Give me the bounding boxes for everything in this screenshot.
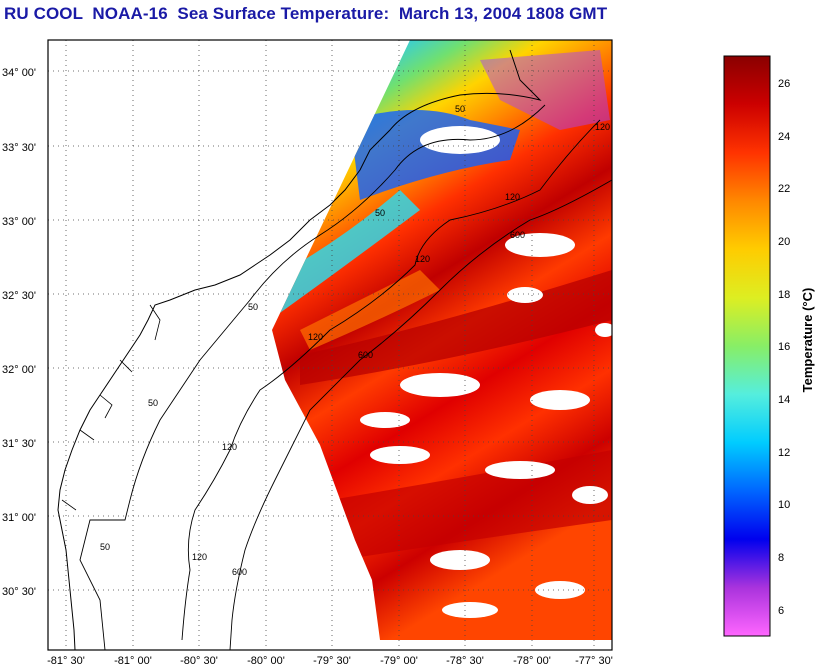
latitude-labels: 34° 00' 33° 30' 33° 00' 32° 30' 32° 00' …: [2, 67, 36, 598]
lat-tick-label: 33° 00': [2, 216, 36, 228]
colorbar-fill: [723, 55, 771, 637]
colorbar-tick-label: 8: [778, 552, 784, 564]
contour-label: 120: [192, 552, 207, 562]
colorbar-tick-label: 12: [778, 447, 790, 459]
lat-tick-label: 32° 30': [2, 290, 36, 302]
lat-tick-label: 31° 30': [2, 438, 36, 450]
lon-tick-label: -79° 30': [313, 655, 351, 667]
contour-label: 120: [222, 442, 237, 452]
lat-tick-label: 31° 00': [2, 512, 36, 524]
coastline: [57, 49, 542, 651]
isobath-120: [181, 119, 601, 641]
map-grid: [48, 40, 612, 650]
lon-tick-label: -81° 30': [47, 655, 85, 667]
contour-label: 50: [375, 208, 385, 218]
lat-tick-label: 30° 30': [2, 586, 36, 598]
colorbar-tick-label: 6: [778, 605, 784, 617]
longitude-labels: -81° 30' -81° 00' -80° 30' -80° 00' -79°…: [47, 655, 613, 667]
map-frame: [47, 39, 613, 651]
colorbar-title: Temperature (°C): [800, 288, 815, 393]
lat-tick-label: 34° 00': [2, 67, 36, 79]
colorbar-tick-label: 10: [778, 499, 790, 511]
contour-label: 50: [455, 104, 465, 114]
contour-labels: 50 50 50 50 50 120 120 120 120 120 120 6…: [100, 104, 610, 577]
lon-tick-label: -78° 00': [513, 655, 551, 667]
contour-label: 600: [510, 230, 525, 240]
colorbar-tick-label: 26: [778, 78, 790, 90]
contour-label: 600: [232, 567, 247, 577]
lon-tick-label: -80° 00': [247, 655, 285, 667]
colorbar-ticks: 26 24 22 20 18 16 14 12 10 8 6: [778, 78, 790, 617]
colorbar-tick-label: 20: [778, 236, 790, 248]
colorbar-tick-label: 14: [778, 394, 790, 406]
colorbar-tick-label: 18: [778, 289, 790, 301]
isobath-50: [79, 104, 546, 651]
map-title: RU COOL NOAA-16 Sea Surface Temperature:…: [4, 4, 608, 23]
contour-label: 50: [148, 398, 158, 408]
contour-label: 120: [415, 254, 430, 264]
lon-tick-label: -78° 30': [446, 655, 484, 667]
colorbar-tick-label: 24: [778, 131, 790, 143]
contour-label: 120: [505, 192, 520, 202]
lon-tick-label: -81° 00': [114, 655, 152, 667]
sst-swath: [272, 40, 612, 640]
isobath-600: [229, 179, 613, 651]
contour-label: 50: [248, 302, 258, 312]
coastal-islands: [61, 304, 161, 511]
lon-tick-label: -77° 30': [575, 655, 613, 667]
colorbar-tick-label: 16: [778, 341, 790, 353]
colorbar-tick-label: 22: [778, 183, 790, 195]
lon-tick-label: -80° 30': [180, 655, 218, 667]
lon-tick-label: -79° 00': [380, 655, 418, 667]
contour-label: 120: [595, 122, 610, 132]
lat-tick-label: 33° 30': [2, 142, 36, 154]
lat-tick-label: 32° 00': [2, 364, 36, 376]
contour-label: 120: [308, 332, 323, 342]
contour-label: 600: [358, 350, 373, 360]
contour-label: 50: [100, 542, 110, 552]
